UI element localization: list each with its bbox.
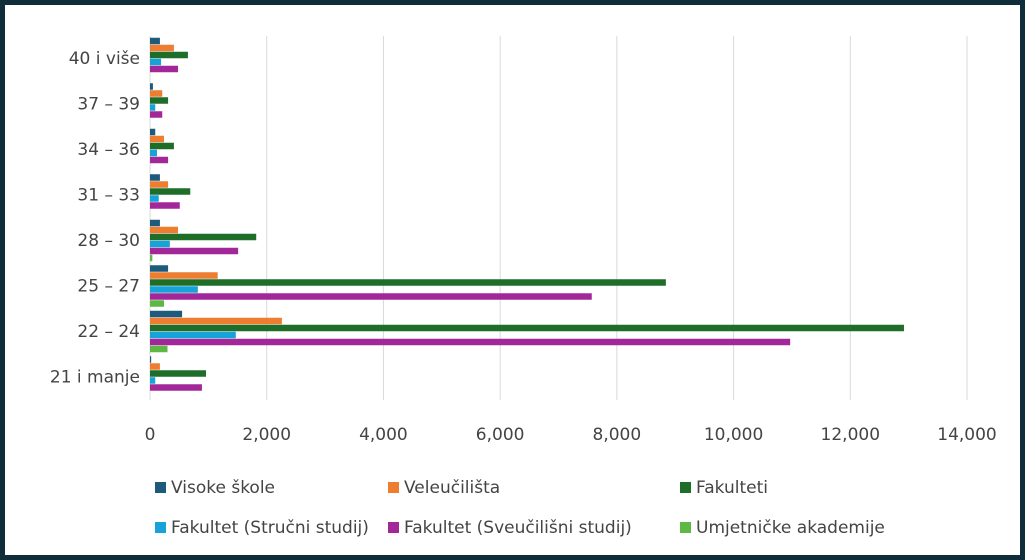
bar (150, 58, 162, 66)
bar (150, 149, 158, 157)
x-tick-label: 6,000 (476, 425, 525, 445)
legend-label: Fakulteti (696, 478, 768, 498)
x-tick-label: 12,000 (821, 425, 880, 445)
legend-label: Umjetničke akademije (696, 518, 885, 538)
bar (150, 363, 160, 370)
bar (150, 300, 165, 307)
bar (150, 240, 170, 248)
bar (150, 370, 207, 377)
x-tick-label: 8,000 (593, 425, 642, 445)
bar (150, 202, 180, 209)
bar (150, 195, 159, 202)
bar (150, 254, 153, 262)
legend-swatch (155, 522, 166, 533)
y-tick-label: 31 – 33 (77, 185, 140, 205)
y-tick-label: 40 i više (69, 49, 140, 69)
bar (150, 384, 202, 391)
bar (150, 233, 257, 241)
legend-swatch (680, 522, 691, 533)
bar (150, 338, 791, 346)
bar (150, 90, 163, 97)
y-tick-label: 22 – 24 (77, 322, 140, 342)
bar (150, 44, 174, 52)
bar (150, 377, 156, 384)
bar (150, 111, 163, 118)
x-tick-label: 2,000 (242, 425, 291, 445)
legend-swatch (388, 522, 399, 533)
legend-label: Fakultet (Stručni studij) (171, 518, 369, 538)
bar (150, 83, 153, 90)
chart: 0 2,000 4,000 6,000 8,000 10,000 12,000 14,000 2… (50, 36, 997, 538)
bar (150, 51, 188, 59)
bar (150, 247, 239, 255)
bar (150, 142, 174, 150)
y-tick-label: 21 i manje (50, 367, 140, 387)
bar (150, 279, 666, 286)
bar (150, 310, 183, 318)
y-tick-label: 37 – 39 (77, 94, 140, 114)
bar (150, 331, 236, 339)
legend-swatch (388, 482, 399, 493)
x-tick-label: 4,000 (359, 425, 408, 445)
bar (150, 293, 592, 300)
x-tick-label: 10,000 (704, 425, 763, 445)
bar (150, 272, 218, 279)
bar (150, 181, 169, 188)
legend-swatch (680, 482, 691, 493)
bar (150, 219, 160, 227)
y-tick-label: 25 – 27 (77, 276, 140, 296)
x-tick-label: 14,000 (937, 425, 996, 445)
bar (150, 286, 198, 293)
bar (150, 356, 152, 363)
bar (150, 226, 179, 234)
x-tick-label: 0 (145, 425, 156, 445)
bar (150, 104, 156, 111)
legend-swatch (155, 482, 166, 493)
bar (150, 135, 165, 143)
bar (150, 65, 179, 73)
legend-label: Visoke škole (171, 478, 275, 498)
y-tick-label: 28 – 30 (77, 231, 140, 251)
legend-label: Fakultet (Sveučilišni studij) (404, 518, 632, 538)
bar (150, 97, 169, 104)
bar (150, 128, 156, 136)
bar (150, 37, 160, 45)
bar (150, 265, 169, 272)
bar (150, 324, 904, 332)
bar (150, 345, 168, 353)
bar (150, 317, 282, 325)
bar (150, 174, 160, 181)
legend-label: Veleučilišta (404, 478, 500, 498)
y-tick-label: 34 – 36 (77, 140, 140, 160)
bar (150, 188, 191, 195)
bar (150, 156, 169, 164)
